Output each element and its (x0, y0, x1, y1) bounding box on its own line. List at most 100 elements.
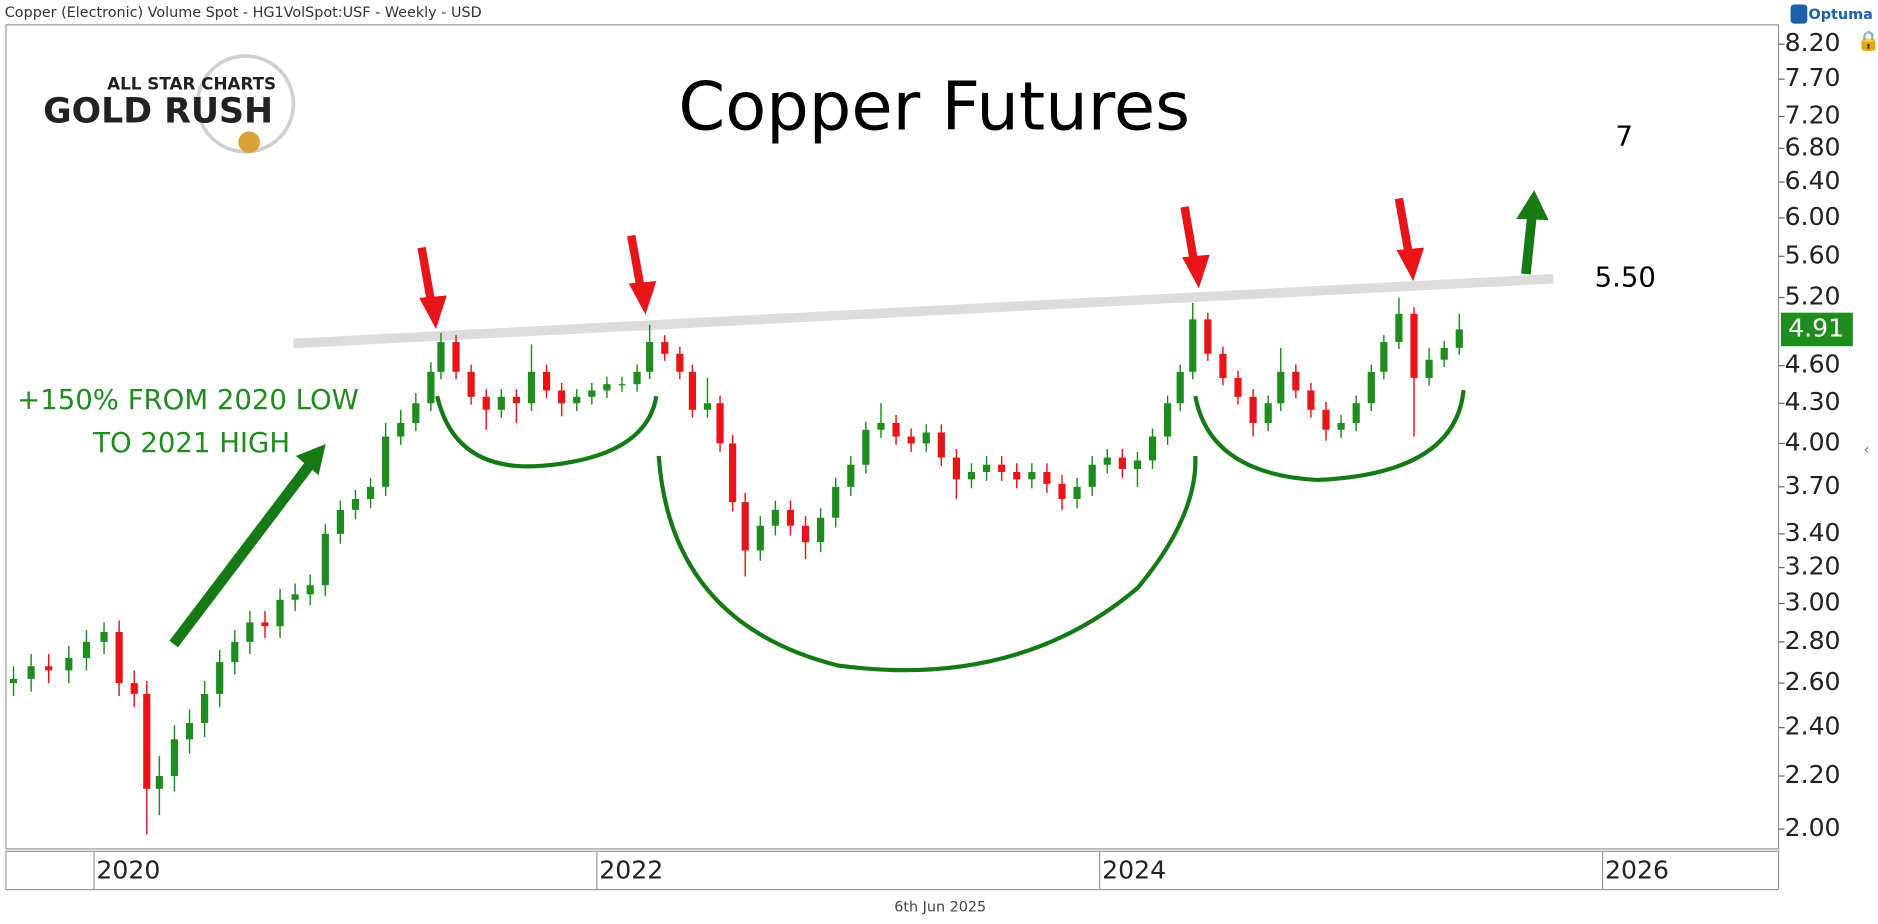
candle-body (1249, 396, 1257, 423)
logo-line1: ALL STAR CHARTS (107, 74, 276, 94)
candle-body (1337, 422, 1345, 430)
candle-body (646, 342, 654, 372)
candle-body (1088, 464, 1096, 487)
candle-body (588, 390, 596, 397)
candle-body (246, 622, 254, 642)
chart-header: Copper (Electronic) Volume Spot - HG1Vol… (5, 5, 482, 21)
x-tick-label: 2020 (96, 856, 160, 885)
candle-body (633, 371, 641, 385)
candle-body (756, 525, 764, 551)
candle-body (512, 396, 520, 404)
candle-body (1219, 353, 1227, 378)
arrow-shaft (1521, 215, 1537, 275)
candle-body (65, 658, 73, 671)
candle-body (1176, 371, 1184, 404)
y-tick-label: 2.00 (1785, 813, 1841, 842)
candle-body (82, 641, 91, 659)
candle-body (847, 464, 855, 487)
logo-nugget (238, 131, 260, 153)
candle-body (155, 776, 163, 789)
candle-body (527, 371, 536, 404)
candle-body (967, 472, 976, 480)
candle-body (1133, 460, 1142, 470)
candle-body (892, 422, 900, 437)
candle-body (231, 641, 239, 663)
arrow-head (295, 444, 326, 476)
candle-body (427, 371, 435, 404)
y-tick-label: 3.70 (1785, 471, 1841, 500)
candle-body (877, 422, 885, 430)
red-arrows (417, 197, 1413, 304)
candle-body (1028, 472, 1036, 480)
candle-body (1058, 483, 1066, 499)
last-price-box (1780, 312, 1853, 347)
y-tick-label: 7.20 (1785, 101, 1841, 130)
y-tick-label: 3.40 (1785, 518, 1841, 547)
candle-body (1425, 359, 1433, 378)
candle-body (130, 683, 138, 694)
candle-body (716, 403, 724, 444)
target-label: 7 (1615, 120, 1633, 152)
candle-body (336, 509, 344, 534)
candle-body (452, 342, 460, 372)
y-tick-label: 3.00 (1785, 587, 1841, 616)
candle-body (1189, 319, 1197, 372)
candle-body (115, 632, 123, 684)
x-tick-label: 2026 (1605, 856, 1669, 885)
arc (656, 455, 1198, 673)
candle-body (907, 436, 915, 444)
candle-body (397, 422, 405, 437)
footer-date: 6th Jun 2025 (894, 900, 986, 916)
y-tick-label: 6.40 (1785, 166, 1841, 195)
candle-body (467, 371, 475, 397)
y-tick-label: 2.60 (1785, 667, 1841, 696)
y-tick-label: 4.60 (1785, 350, 1841, 379)
annotation: +150% FROM 2020 LOW (17, 384, 359, 416)
candle-body (1164, 403, 1172, 437)
candle-body (170, 739, 179, 777)
candle-body (661, 342, 669, 354)
x-axis-band (5, 850, 1780, 891)
candle-body (27, 666, 35, 679)
arrow-shaft (1180, 206, 1199, 263)
candle-body (703, 403, 712, 410)
pattern-arcs (435, 389, 1466, 673)
candle-body (542, 371, 551, 391)
candle-body (412, 403, 420, 423)
candle-body (382, 436, 390, 487)
candle-body (862, 429, 870, 465)
annotation: TO 2021 HIGH (92, 427, 290, 459)
candle-body (1277, 371, 1285, 404)
lock-icon: 🔒 (1856, 29, 1878, 52)
x-tick-label: 2022 (599, 856, 663, 885)
candle-body (351, 498, 360, 510)
candle-body (922, 432, 930, 444)
last-price-label: 4.91 (1788, 313, 1844, 342)
y-tick-label: 6.00 (1785, 202, 1841, 231)
arc (1193, 389, 1466, 483)
candle-body (1073, 486, 1081, 499)
brand: Optuma (1809, 7, 1873, 23)
candle-body (741, 502, 749, 551)
arrows (169, 190, 1549, 648)
plot-frame (5, 24, 1780, 850)
candle-body (1103, 457, 1111, 465)
candle-body (306, 585, 314, 595)
candle-body (676, 353, 684, 372)
y-tick-label: 8.20 (1785, 28, 1841, 57)
y-tick-label: 4.30 (1785, 387, 1841, 416)
y-tick-label: 3.20 (1785, 552, 1841, 581)
candle-body (801, 525, 810, 543)
candle-body (1352, 403, 1360, 423)
collapse-arrow: ‹ (1864, 442, 1870, 458)
y-tick-label: 7.70 (1785, 63, 1841, 92)
candle-body (1367, 371, 1375, 404)
arrow-shaft (169, 462, 314, 648)
candle-body (998, 464, 1006, 473)
candle-body (982, 464, 991, 473)
arrow-head (1516, 190, 1549, 221)
candle-body (1148, 436, 1157, 461)
arrow-shaft (417, 246, 436, 304)
resistance-line (293, 273, 1554, 349)
